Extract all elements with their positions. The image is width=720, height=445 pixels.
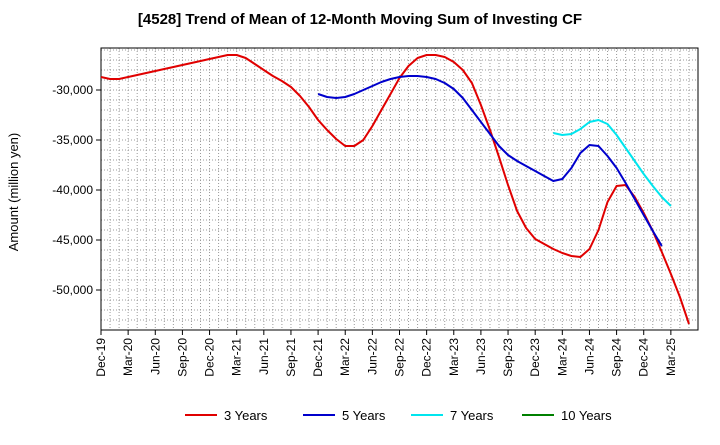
x-tick-label: Dec-21 <box>311 338 325 377</box>
x-tick-label: Sep-24 <box>610 338 624 377</box>
grid <box>101 48 698 330</box>
x-tick-label: Mar-20 <box>121 338 135 376</box>
x-tick-label: Sep-22 <box>393 338 407 377</box>
x-tick-label: Sep-23 <box>501 338 515 377</box>
x-tick-label: Jun-24 <box>582 338 596 375</box>
series-line-3-years <box>100 54 690 325</box>
x-tick-label: Dec-20 <box>203 338 217 377</box>
y-tick-label: -35,000 <box>52 133 93 147</box>
x-tick-label: Dec-19 <box>94 338 108 377</box>
chart-title: [4528] Trend of Mean of 12-Month Moving … <box>138 11 582 28</box>
x-tick-label: Mar-25 <box>664 338 678 376</box>
x-tick-label: Dec-22 <box>420 338 434 377</box>
x-tick-label: Jun-22 <box>365 338 379 375</box>
series-line-7-years <box>553 119 672 207</box>
y-axis-label: Amount (million yen) <box>6 133 21 252</box>
x-tick-label: Mar-22 <box>338 338 352 376</box>
x-tick-label: Dec-24 <box>637 338 651 377</box>
x-tick-label: Jun-20 <box>148 338 162 375</box>
y-axis: -50,000 -45,000 -40,000 -35,000 -30,000 <box>52 83 101 297</box>
legend-label-10-years: 10 Years <box>561 408 612 423</box>
legend-label-5-years: 5 Years <box>342 408 386 423</box>
legend-label-7-years: 7 Years <box>450 408 494 423</box>
x-tick-label: Mar-23 <box>447 338 461 376</box>
x-tick-label: Mar-21 <box>230 338 244 376</box>
x-tick-label: Sep-20 <box>175 338 189 377</box>
x-axis: Dec-19 Mar-20 Jun-20 Sep-20 Dec-20 Mar-21 Jun-… <box>94 330 678 377</box>
series-line-5-years <box>317 75 663 247</box>
y-tick-label: -45,000 <box>52 233 93 247</box>
y-tick-label: -30,000 <box>52 83 93 97</box>
legend-label-3-years: 3 Years <box>224 408 268 423</box>
x-tick-label: Jun-23 <box>474 338 488 375</box>
y-tick-label: -40,000 <box>52 183 93 197</box>
x-tick-label: Jun-21 <box>257 338 271 375</box>
x-tick-label: Sep-21 <box>284 338 298 377</box>
x-tick-label: Dec-23 <box>528 338 542 377</box>
y-tick-label: -50,000 <box>52 283 93 297</box>
legend: 3 Years 5 Years 7 Years 10 Years <box>185 408 612 423</box>
series-lines <box>100 54 690 325</box>
x-tick-label: Mar-24 <box>555 338 569 376</box>
